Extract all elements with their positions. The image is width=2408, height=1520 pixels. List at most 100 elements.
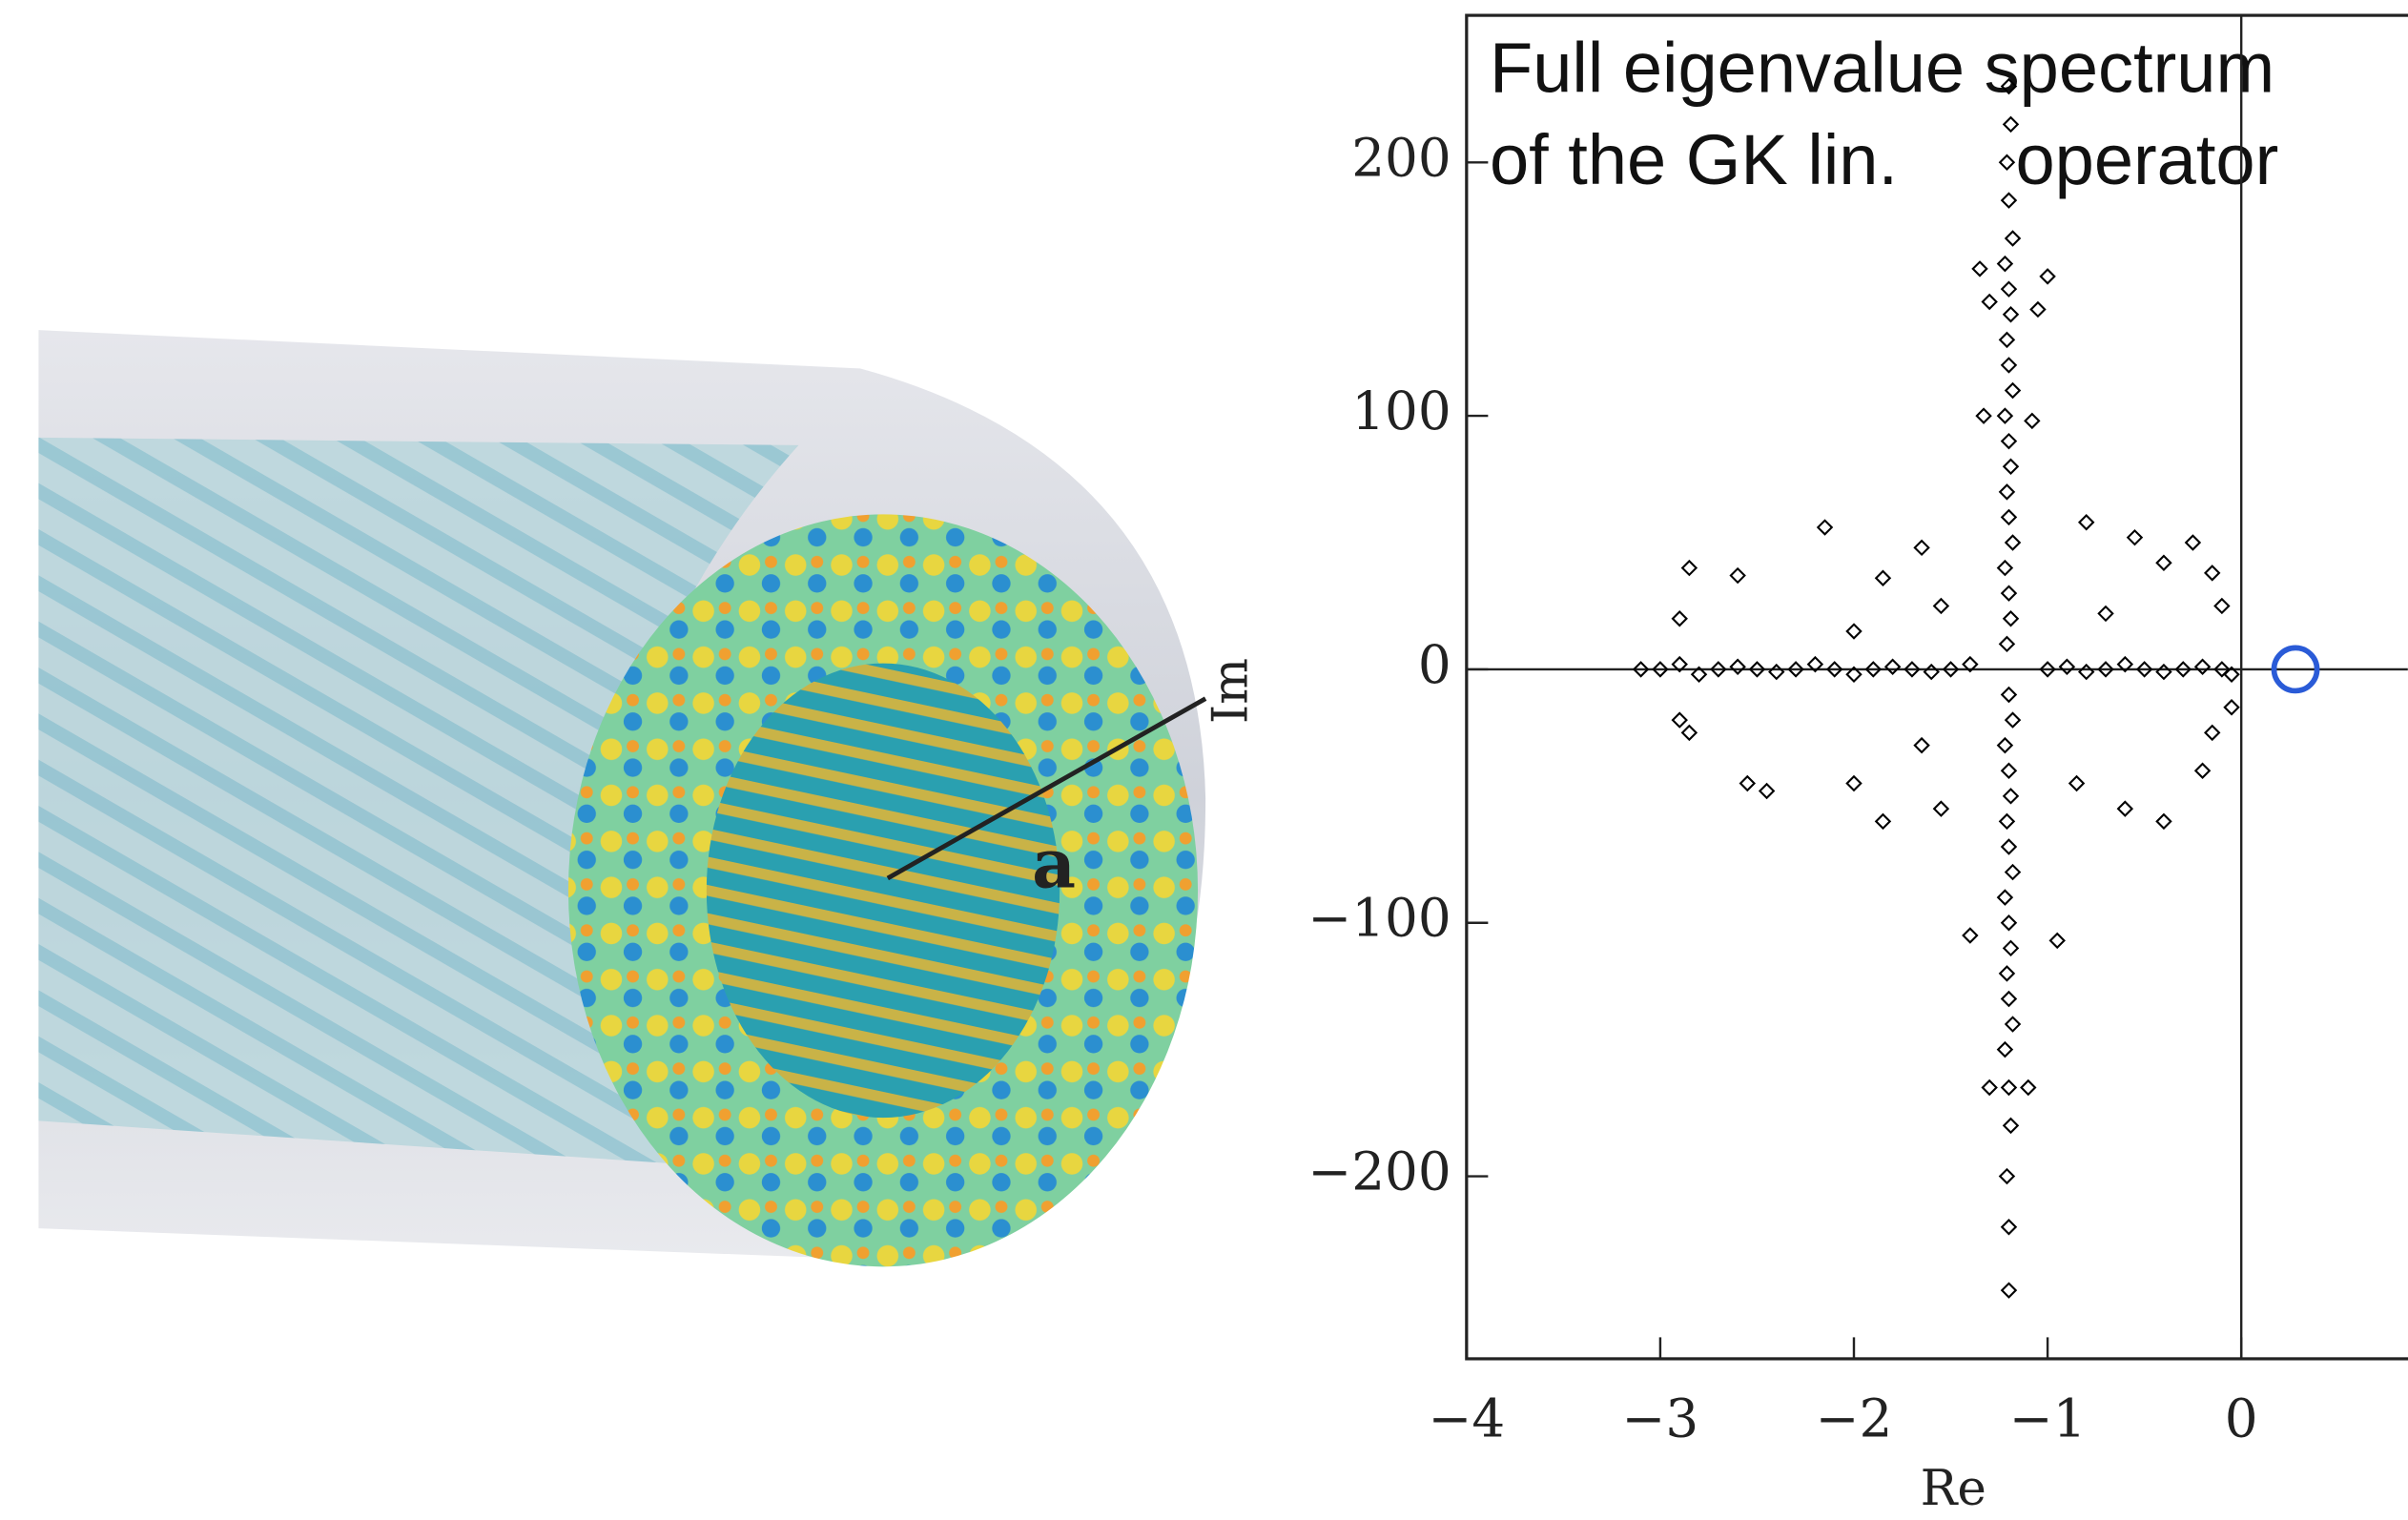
eigenvalue-point	[1671, 711, 1688, 729]
eigenvalue-point	[2203, 565, 2221, 582]
eigenvalue-point	[2155, 812, 2172, 831]
eigenvalue-point	[2058, 658, 2076, 675]
eigenvalue-point	[1690, 666, 1708, 683]
eigenvalue-point	[1932, 800, 1950, 817]
eigenvalue-point	[1996, 736, 2014, 754]
highlighted-eigenvalue	[2271, 645, 2320, 694]
eigenvalue-point	[2002, 1117, 2020, 1135]
eigenvalue-point	[2135, 661, 2153, 678]
eigenvalue-point	[1998, 154, 2016, 172]
eigenvalue-point	[2002, 610, 2020, 627]
eigenvalue-point	[2039, 268, 2056, 285]
eigenvalue-point	[2213, 597, 2231, 615]
x-tick-label: −1	[2009, 1388, 2087, 1449]
eigenvalue-point	[2000, 1078, 2018, 1097]
eigenvalue-point	[2000, 686, 2018, 704]
eigenvalue-point	[1975, 407, 1992, 424]
eigenvalue-point	[2000, 280, 2018, 298]
eigenvalue-point	[1845, 623, 1863, 640]
eigenvalue-point	[2000, 1218, 2018, 1236]
eigenvalue-point	[2002, 115, 2020, 134]
eigenvalue-point	[1825, 661, 1843, 678]
eigenvalue-point	[1632, 661, 1650, 678]
inner-surface	[706, 663, 1060, 1119]
eigenvalue-point	[2039, 661, 2056, 678]
eigenvalue-point	[2068, 774, 2086, 792]
eigenvalue-point	[2000, 990, 2018, 1008]
eigenvalue-point	[2004, 230, 2022, 247]
eigenvalue-point	[2203, 724, 2221, 742]
eigenvalue-point	[2184, 534, 2202, 551]
eigenvalue-point	[2002, 788, 2020, 805]
y-tick-label: 200	[1351, 127, 1451, 188]
eigenvalue-point	[2029, 300, 2047, 318]
eigenvalue-point	[1996, 889, 2014, 906]
eigenvalue-point	[1816, 519, 1834, 536]
eigenvalue-point	[1758, 782, 1776, 800]
y-tick-label: −100	[1307, 888, 1451, 949]
eigenvalue-point	[1996, 1040, 2014, 1058]
eigenvalue-point	[2004, 1016, 2022, 1033]
x-tick-label: −4	[1428, 1388, 1505, 1449]
radius-line	[886, 696, 1207, 881]
eigenvalue-point	[2174, 661, 2192, 678]
eigenvalue-point	[1864, 661, 1883, 678]
eigenvalue-point	[2077, 663, 2095, 681]
eigenvalue-point	[1787, 661, 1804, 678]
x-tick-label: 0	[2225, 1388, 2258, 1449]
eigenvalue-point	[1671, 610, 1688, 627]
eigenvalue-point	[2000, 914, 2018, 932]
x-axis-label: Re	[1921, 1460, 1986, 1517]
eigenvalue-point	[2002, 939, 2020, 957]
eigenvalue-point	[1904, 661, 1921, 678]
eigenvalue-point	[1981, 1078, 1998, 1097]
eigenvalue-point	[1768, 663, 1785, 681]
plot-frame	[1465, 13, 2408, 1361]
eigenvalue-point	[2155, 663, 2172, 681]
eigenvalue-point	[2004, 534, 2022, 551]
eigenvalue-point	[1962, 655, 1979, 673]
eigenvalue-point	[2048, 932, 2066, 950]
eigenvalue-point	[2004, 381, 2022, 400]
y-tick-label: 100	[1351, 380, 1451, 442]
eigenvalue-point	[1971, 260, 1988, 277]
eigenvalue-point	[2004, 711, 2022, 729]
eigenvalue-point	[1913, 539, 1930, 557]
eigenvalue-point	[2193, 658, 2212, 675]
eigenvalue-point	[2020, 1078, 2037, 1097]
eigenvalue-point	[1998, 1167, 2016, 1185]
eigenvalue-point	[1671, 655, 1688, 673]
torus-illustration: a	[38, 330, 1207, 1267]
chart-title: Full eigenvalue spectrum	[1490, 29, 2274, 108]
eigenvalue-point	[1806, 655, 1824, 673]
eigenvalue-point	[1932, 597, 1950, 615]
eigenvalue-point	[1739, 774, 1757, 792]
eigenvalue-point	[2000, 508, 2018, 526]
eigenvalue-point	[2116, 655, 2134, 673]
eigenvalue-point	[2000, 357, 2018, 374]
eigenvalue-point	[2213, 661, 2231, 678]
eigenvalue-point	[1998, 483, 2016, 501]
eigenvalue-point	[2116, 800, 2134, 817]
eigenvalue-point	[1883, 658, 1902, 675]
eigenvalue-point	[2000, 762, 2018, 779]
eigenvalue-point	[2097, 661, 2114, 678]
chart-subtitle: of the GK lin. operator	[1490, 120, 2278, 199]
eigenvalue-point	[1729, 566, 1746, 585]
eigenvalue-point	[2002, 306, 2020, 323]
eigenvalue-point	[1874, 569, 1892, 586]
eigenvalue-point	[1845, 666, 1863, 683]
eigenvalue-point	[2002, 458, 2020, 475]
eigenvalue-point	[1996, 407, 2014, 424]
radius-label: a	[1032, 824, 1076, 904]
eigenvalue-point	[2000, 432, 2018, 450]
eigenvalue-point	[1874, 812, 1892, 831]
eigenvalue-point	[2000, 585, 2018, 602]
eigenvalue-point	[2000, 838, 2018, 855]
eigenvalue-point	[1680, 724, 1698, 742]
eigenvalue-point	[1981, 293, 1998, 311]
eigenvalue-point	[1998, 331, 2016, 349]
eigenvalue-point	[1962, 927, 1979, 944]
